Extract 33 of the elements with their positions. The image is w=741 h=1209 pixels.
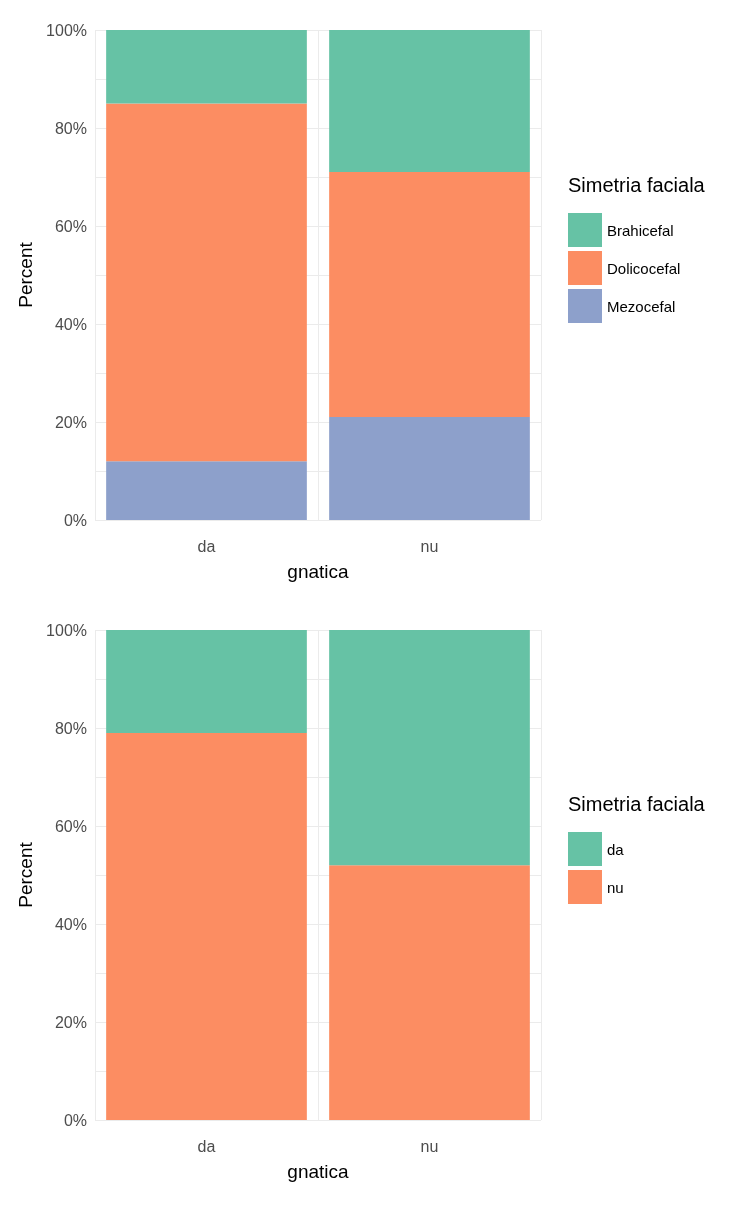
y-tick-label: 100%	[46, 621, 87, 639]
legend-label: Dolicocefal	[607, 259, 681, 277]
y-tick-label: 80%	[54, 719, 87, 737]
bar	[106, 630, 307, 733]
y-tick-label: 60%	[54, 817, 87, 835]
y-tick-label: 80%	[54, 119, 87, 137]
y-axis-title: Percent	[15, 841, 37, 908]
y-tick-label: 100%	[46, 21, 87, 39]
x-axis-title: gnatica	[287, 561, 350, 582]
bar	[329, 30, 530, 173]
y-tick-label: 40%	[54, 315, 87, 333]
x-axis-title: gnatica	[287, 1161, 350, 1182]
bar	[106, 30, 307, 104]
bar	[106, 103, 307, 462]
legend-title: Simetria faciala	[568, 793, 706, 815]
y-tick-label: 0%	[63, 1111, 87, 1129]
bar	[106, 732, 307, 1120]
y-tick-label: 60%	[54, 217, 87, 235]
bar	[329, 417, 530, 520]
legend-label: Brahicefal	[607, 221, 674, 239]
legend-title: Simetria faciala	[568, 174, 706, 196]
legend-label: Mezocefal	[607, 297, 676, 315]
bar	[329, 630, 530, 866]
bar	[329, 865, 530, 1120]
bar	[329, 172, 530, 418]
y-axis-title: Percent	[15, 241, 37, 308]
bar	[106, 461, 307, 520]
y-tick-label: 0%	[63, 511, 87, 529]
legend-label: da	[607, 840, 625, 858]
y-tick-label: 20%	[54, 413, 87, 431]
legend-label: nu	[607, 878, 624, 896]
y-tick-label: 20%	[54, 1013, 87, 1031]
y-tick-label: 40%	[54, 915, 87, 933]
